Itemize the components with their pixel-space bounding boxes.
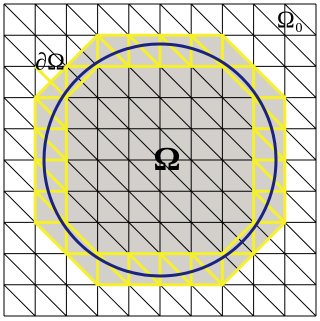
boundary-edge: [252, 190, 286, 224]
boundary-edge: [34, 158, 68, 193]
boundary-edge: [127, 252, 162, 286]
domain-label: Ω: [153, 141, 180, 178]
mesh-diagonal: [159, 97, 192, 130]
mesh-diagonal: [3, 222, 36, 254]
mesh-diagonal: [3, 66, 36, 98]
boundary-mesh: [33, 33, 287, 287]
boundary-edge: [34, 65, 68, 99]
mesh-diagonal: [284, 190, 317, 223]
mesh-diagonal: [97, 3, 130, 36]
boundary-edge: [34, 127, 68, 162]
mesh-diagonal: [284, 222, 317, 254]
mesh-diagonal: [284, 97, 317, 130]
mesh-diagonal: [3, 190, 36, 223]
mesh-diagonal: [253, 3, 286, 36]
mesh-diagonal: [222, 97, 254, 130]
boundary-edge: [96, 252, 130, 286]
mesh-diagonal: [190, 66, 223, 98]
mesh-diagonal: [34, 253, 67, 286]
mesh-diagonal: [66, 159, 98, 192]
mesh-diagonal: [128, 190, 161, 223]
mesh-diagonal: [34, 34, 67, 67]
mesh-diagonal: [253, 34, 286, 67]
mesh-diagonal: [128, 222, 161, 254]
boundary-edge: [127, 34, 162, 68]
boundary-edge: [252, 158, 286, 193]
boundary-edge: [34, 190, 68, 224]
mesh-diagonal: [128, 159, 161, 192]
boundary-edge: [252, 127, 286, 162]
mesh-diagonal: [34, 3, 67, 36]
mesh-diagonal: [128, 284, 161, 317]
mesh-diagonal: [190, 284, 223, 317]
mesh-diagonal: [128, 97, 161, 130]
mesh-diagonal: [128, 66, 161, 98]
mesh-diagonal: [222, 3, 254, 36]
mesh-diagonal: [97, 190, 130, 223]
mesh-diagonal: [3, 284, 36, 317]
mesh-diagonal: [97, 97, 130, 130]
mesh-diagonal: [128, 3, 161, 36]
mesh-diagonal: [284, 128, 317, 161]
mesh-diagonal: [190, 222, 223, 254]
mesh-diagonal: [128, 128, 161, 161]
mesh-diagonal: [97, 284, 130, 317]
mesh-diagonal: [284, 34, 317, 67]
boundary-edge: [190, 252, 224, 286]
mesh-diagonal: [97, 159, 130, 192]
mesh-diagonal: [253, 284, 286, 317]
boundary-edge: [190, 34, 224, 68]
mesh-diagonal: [284, 3, 317, 36]
mesh-diagonal: [222, 190, 254, 223]
mesh-diagonal: [284, 159, 317, 192]
mesh-diagonal: [253, 253, 286, 286]
mesh-diagonal: [3, 3, 36, 36]
boundary-label: ∂Ω: [35, 50, 65, 76]
mesh-diagonal: [222, 159, 254, 192]
mesh-diagonal: [66, 190, 98, 223]
mesh-diagonal: [159, 3, 192, 36]
domain-circle: [42, 42, 278, 278]
mesh-diagonal: [159, 128, 192, 161]
mesh-diagonal: [159, 284, 192, 317]
mesh-diagonal: [159, 66, 192, 98]
mesh-diagonal: [159, 190, 192, 223]
mesh-diagonal: [190, 3, 223, 36]
mesh-diagonal: [284, 253, 317, 286]
boundary-edge: [34, 96, 68, 130]
mesh-diagonal: [66, 3, 98, 36]
boundary-edge: [158, 252, 193, 286]
background-label: Ω₀: [277, 8, 303, 34]
mesh-diagonal: [222, 284, 254, 317]
mesh-diagonal: [3, 97, 36, 130]
mesh-diagonal: [34, 284, 67, 317]
mesh-diagonal: [66, 284, 98, 317]
mesh-diagonal: [66, 97, 98, 130]
mesh-diagonal: [97, 222, 130, 254]
mesh-diagonal: [97, 66, 130, 98]
mesh-diagonal: [97, 128, 130, 161]
mesh-diagonal: [190, 97, 223, 130]
mesh-diagonal: [159, 222, 192, 254]
mesh-diagonal: [3, 253, 36, 286]
mesh-diagonal: [159, 159, 192, 192]
boundary-edge: [252, 96, 286, 130]
mesh-diagonal: [190, 128, 223, 161]
mesh-diagonal: [3, 159, 36, 192]
mesh-diagonal: [190, 190, 223, 223]
boundary-edge: [158, 34, 193, 68]
mesh-diagonal: [66, 128, 98, 161]
mesh-diagonal: [3, 34, 36, 67]
mesh-diagonal: [3, 128, 36, 161]
mesh-diagonal: [190, 159, 223, 192]
mesh-diagonal: [222, 128, 254, 161]
mesh-diagonal: [284, 284, 317, 317]
mesh-diagonal: [284, 66, 317, 98]
boundary-edge: [96, 34, 130, 68]
